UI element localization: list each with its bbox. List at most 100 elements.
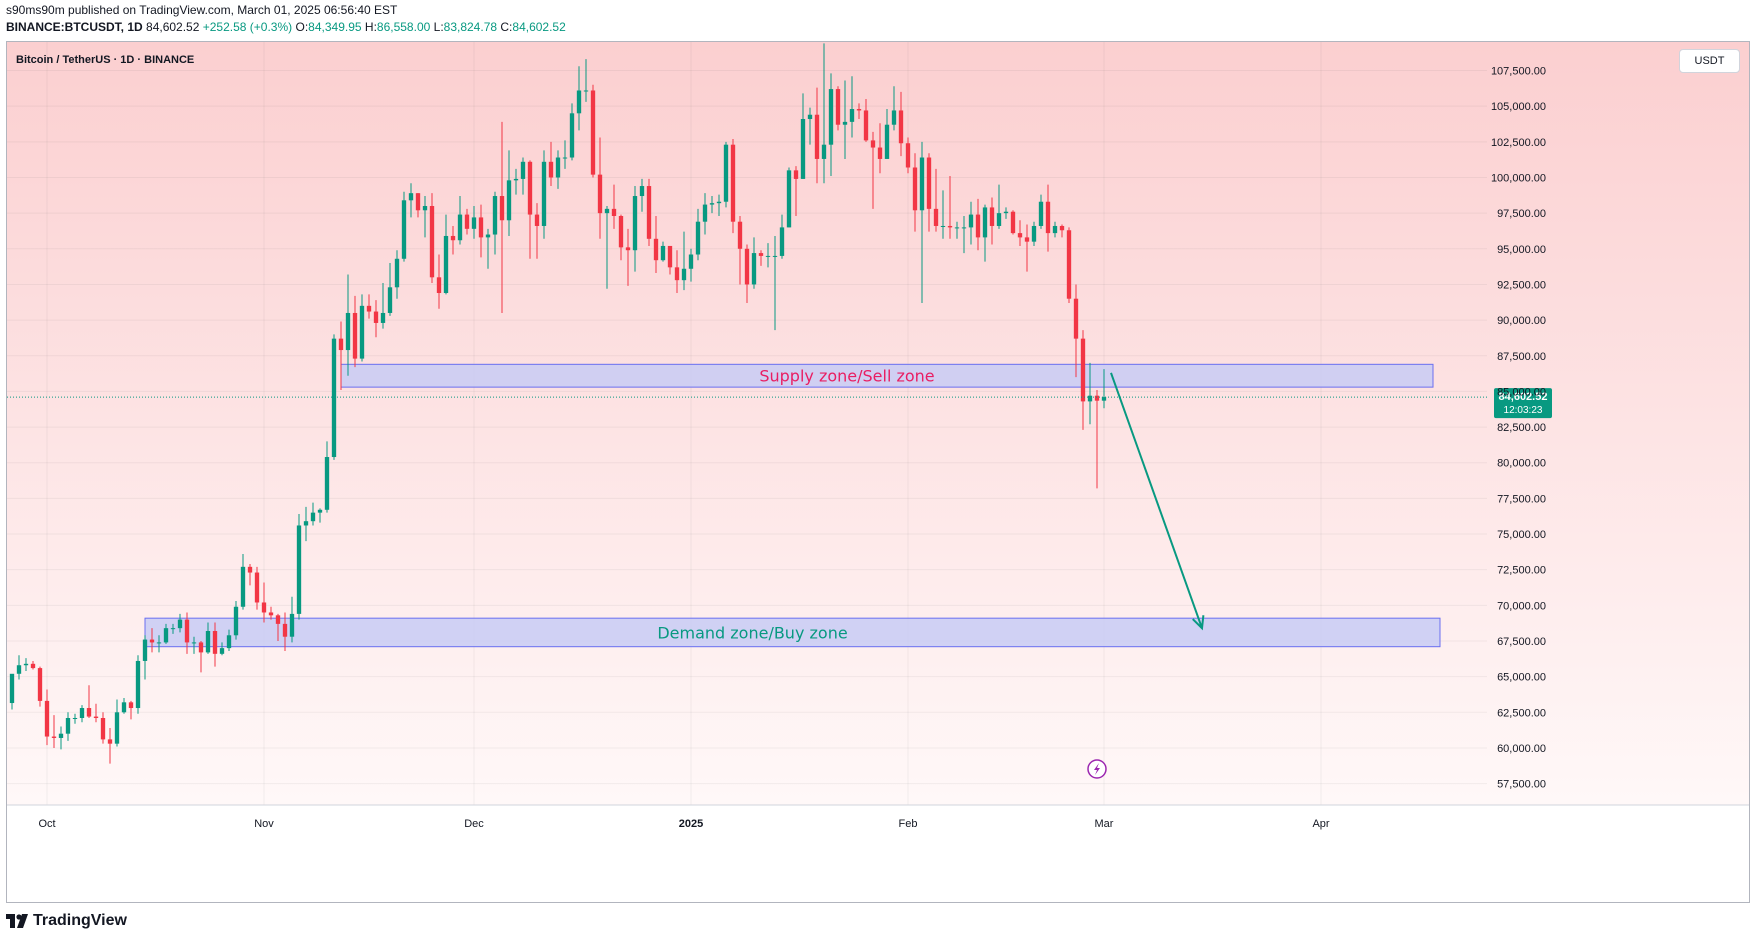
candle-body [814, 114, 820, 159]
candle [569, 103, 575, 161]
high-value: 86,558.00 [376, 20, 431, 34]
candle-body [716, 201, 722, 204]
candle [961, 215, 967, 254]
candle [303, 506, 309, 542]
event-marker[interactable] [1087, 759, 1107, 779]
candle [51, 715, 57, 748]
candle-body [492, 196, 498, 235]
candle [100, 712, 106, 744]
candle-body [912, 167, 918, 211]
candle [1059, 224, 1065, 238]
time-axis[interactable]: Oct Nov Dec 2025 Feb Mar Apr [38, 818, 1329, 830]
y-tick-label: 95,000.00 [1497, 244, 1546, 256]
candle-body [317, 509, 323, 513]
trend-arrow-line[interactable] [1110, 372, 1203, 629]
tradingview-logo[interactable]: TradingView [6, 912, 127, 930]
candle [170, 623, 176, 634]
candle-body [114, 712, 120, 744]
candle-body [597, 174, 603, 214]
candle [702, 193, 708, 235]
candle [506, 150, 512, 236]
candle-body [1003, 211, 1009, 214]
candle [807, 107, 813, 145]
y-tick-label: 77,500.00 [1497, 493, 1546, 505]
candle [1038, 194, 1044, 229]
chart-frame[interactable]: Supply zone/Sell zone Demand zone/Buy zon… [6, 41, 1750, 903]
candle [240, 553, 246, 610]
x-tick-label: 2025 [679, 818, 703, 830]
y-tick-label: 92,500.00 [1497, 279, 1546, 291]
candle-body [940, 225, 946, 227]
symbol-info: BINANCE:BTCUSDT, 1D [6, 20, 143, 34]
candle [905, 137, 911, 174]
candle-body [891, 110, 897, 125]
candle-body [674, 267, 680, 281]
candle-body [1052, 225, 1058, 234]
candle [114, 699, 120, 747]
candle [520, 157, 526, 195]
candle [870, 131, 876, 209]
candle [268, 606, 274, 620]
candle [527, 160, 533, 259]
candle [352, 295, 358, 368]
candle [492, 191, 498, 255]
candle-body [541, 161, 547, 226]
ohlc-line: BINANCE:BTCUSDT, 1D 84,602.52 +252.58 (+… [6, 20, 566, 34]
candle-body [975, 214, 981, 238]
candle [65, 712, 71, 741]
close-label: C: [500, 20, 513, 34]
candle [247, 563, 253, 586]
brand-name: TradingView [33, 912, 127, 929]
candle-body [625, 247, 631, 251]
last-price-line: 84,602.52 12:03:23 [7, 388, 1552, 419]
candle-body [695, 221, 701, 255]
candle-body [821, 144, 827, 159]
candle-body [282, 623, 288, 637]
candle [345, 274, 351, 376]
candle [107, 727, 113, 764]
candle [226, 629, 232, 651]
candle-body [982, 207, 988, 238]
price-axis[interactable]: 57,500.00 60,000.00 62,500.00 65,000.00 67,5… [1491, 66, 1546, 791]
candle-body [989, 207, 995, 226]
candle [975, 198, 981, 251]
y-tick-label: 75,000.00 [1497, 529, 1546, 541]
candle [30, 660, 36, 670]
candle-body [667, 245, 673, 268]
currency-button[interactable]: USDT [1679, 49, 1740, 73]
candle [191, 636, 197, 654]
arrow-layer[interactable] [1110, 372, 1205, 631]
candle [835, 86, 841, 131]
candle-body [849, 109, 855, 122]
demand-zone-label: Demand zone/Buy zone [657, 623, 847, 642]
candle-body [331, 338, 337, 458]
candle [765, 243, 771, 268]
y-tick-label: 87,500.00 [1497, 351, 1546, 363]
candle-body [548, 161, 554, 178]
candle-body [1010, 211, 1016, 234]
candle [289, 596, 295, 643]
candle [275, 613, 281, 641]
candle-body [1045, 201, 1051, 234]
candle [380, 283, 386, 329]
candle [499, 121, 505, 313]
candle [716, 194, 722, 216]
candle-body [233, 606, 239, 636]
candle [1024, 224, 1030, 272]
candle [688, 248, 694, 282]
candle [583, 59, 589, 102]
candle-body [303, 521, 309, 526]
demand-zone[interactable] [144, 617, 1441, 648]
candle [653, 215, 659, 274]
candle [1010, 210, 1016, 235]
candle-body [401, 200, 407, 259]
candles-layer [9, 43, 1107, 764]
candle-body [1017, 233, 1023, 238]
candle-body [226, 635, 232, 649]
candle [856, 103, 862, 120]
zones-layer[interactable]: Supply zone/Sell zone Demand zone/Buy zon… [144, 363, 1441, 648]
candle [1003, 207, 1009, 219]
price-chart[interactable]: Supply zone/Sell zone Demand zone/Buy zon… [7, 42, 1749, 902]
candle [338, 321, 344, 390]
candle-body [422, 206, 428, 211]
